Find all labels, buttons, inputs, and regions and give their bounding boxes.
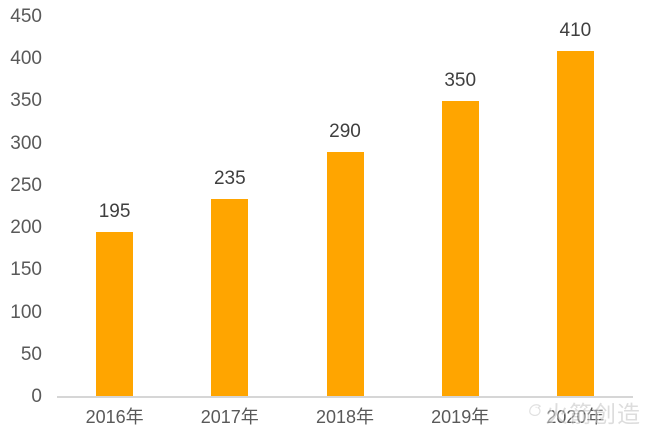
x-axis: 2016年 2017年 2018年 2019年 2020年 xyxy=(57,404,633,434)
plot-area: 195 235 290 350 410 xyxy=(57,17,633,397)
bar xyxy=(211,198,249,397)
y-tick-label: 200 xyxy=(10,217,42,239)
bar-value-label: 235 xyxy=(213,167,246,189)
bar-value-label: 350 xyxy=(444,70,477,92)
y-tick-label: 150 xyxy=(10,259,42,281)
x-tick-label: 2020年 xyxy=(546,407,605,427)
bar xyxy=(556,50,594,397)
x-axis-line xyxy=(57,396,633,398)
bar-value-label: 290 xyxy=(329,121,361,143)
y-tick-label: 250 xyxy=(10,174,42,196)
bar xyxy=(441,101,479,397)
bar xyxy=(326,152,364,397)
y-tick-label: 450 xyxy=(10,6,42,27)
x-tick-label: 2019年 xyxy=(431,407,490,427)
y-tick-label: 100 xyxy=(10,301,42,323)
bar-value-label: 195 xyxy=(98,201,131,223)
y-tick-label: 350 xyxy=(10,90,42,112)
y-tick-label: 400 xyxy=(10,48,42,70)
bar xyxy=(96,232,134,397)
x-tick-label: 2018年 xyxy=(315,407,374,427)
y-tick-label: 50 xyxy=(20,343,42,365)
x-tick-label: 2017年 xyxy=(200,407,259,427)
y-tick-label: 0 xyxy=(31,386,42,407)
x-tick-label: 2016年 xyxy=(85,407,144,427)
bar-value-label: 410 xyxy=(559,19,592,41)
y-tick-label: 300 xyxy=(10,132,42,154)
y-axis: 0 50 100 150 200 250 300 350 400 450 xyxy=(0,0,42,441)
